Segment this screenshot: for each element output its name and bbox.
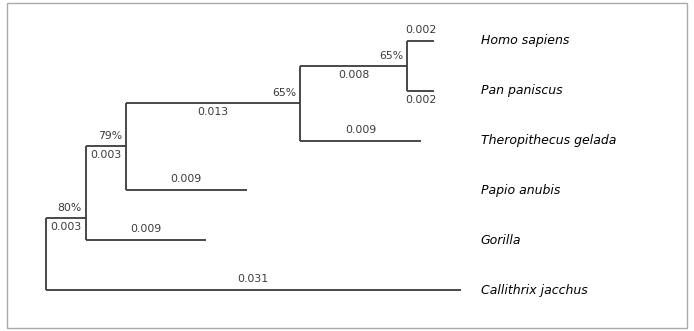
Text: Homo sapiens: Homo sapiens [481,34,569,47]
Text: 65%: 65% [379,51,403,61]
Text: Gorilla: Gorilla [481,234,521,247]
Text: Callithrix jacchus: Callithrix jacchus [481,284,588,297]
Text: Papio anubis: Papio anubis [481,184,560,197]
Text: Pan paniscus: Pan paniscus [481,84,563,97]
Text: 0.009: 0.009 [345,124,376,134]
Text: 0.009: 0.009 [130,224,162,234]
Text: 0.008: 0.008 [338,70,369,79]
Text: 0.009: 0.009 [171,174,202,184]
Text: 79%: 79% [98,130,122,140]
Text: 80%: 80% [58,203,82,213]
Text: 0.003: 0.003 [90,150,121,160]
Text: 0.003: 0.003 [50,222,81,232]
Text: Theropithecus gelada: Theropithecus gelada [481,134,616,147]
Text: 0.013: 0.013 [198,107,228,117]
Text: 65%: 65% [272,88,296,98]
Text: 0.031: 0.031 [238,274,269,284]
Text: 0.002: 0.002 [405,24,437,34]
Text: 0.002: 0.002 [405,95,437,105]
